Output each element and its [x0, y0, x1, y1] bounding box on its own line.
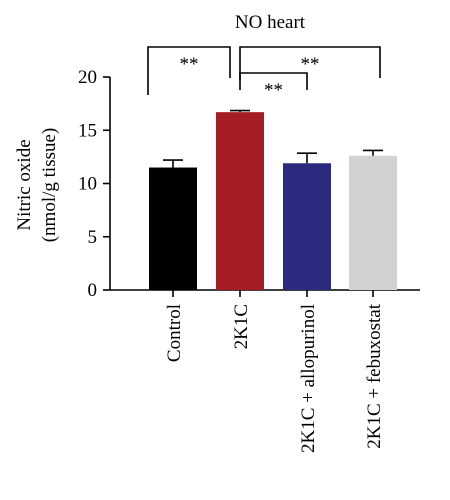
y-tick-label: 5: [88, 227, 98, 248]
plot-area: 0 5 10 15 20 Control 2K1C 2K1C + allopurinol 2K1…: [78, 46, 420, 453]
bar-4: [349, 155, 397, 290]
bar-3: [283, 163, 331, 290]
bar-1: [149, 167, 197, 290]
significance-bracket: [147, 46, 231, 95]
x-tick-label: Control: [164, 304, 185, 362]
x-tick-label: 2K1C + allopurinol: [298, 304, 319, 453]
y-axis-label-line1: Nitric oxide: [14, 139, 35, 230]
y-tick-label: 0: [88, 280, 98, 301]
y-tick-label: 10: [78, 174, 97, 195]
y-axis-label-line2: (nmol/g tissue): [39, 128, 60, 243]
y-tick-label: 20: [78, 67, 97, 88]
y-tick-label: 15: [78, 120, 97, 141]
x-tick-label: 2K1C: [231, 304, 252, 349]
x-tick-label: 2K1C + febuxostat: [364, 303, 385, 448]
significance-bracket: [239, 72, 308, 90]
significance-label: **: [264, 80, 283, 101]
significance-label: **: [301, 54, 320, 75]
significance-bracket: [239, 46, 381, 80]
significance-label: **: [180, 54, 199, 75]
chart-title: NO heart: [235, 12, 306, 33]
bar-2: [216, 112, 264, 291]
